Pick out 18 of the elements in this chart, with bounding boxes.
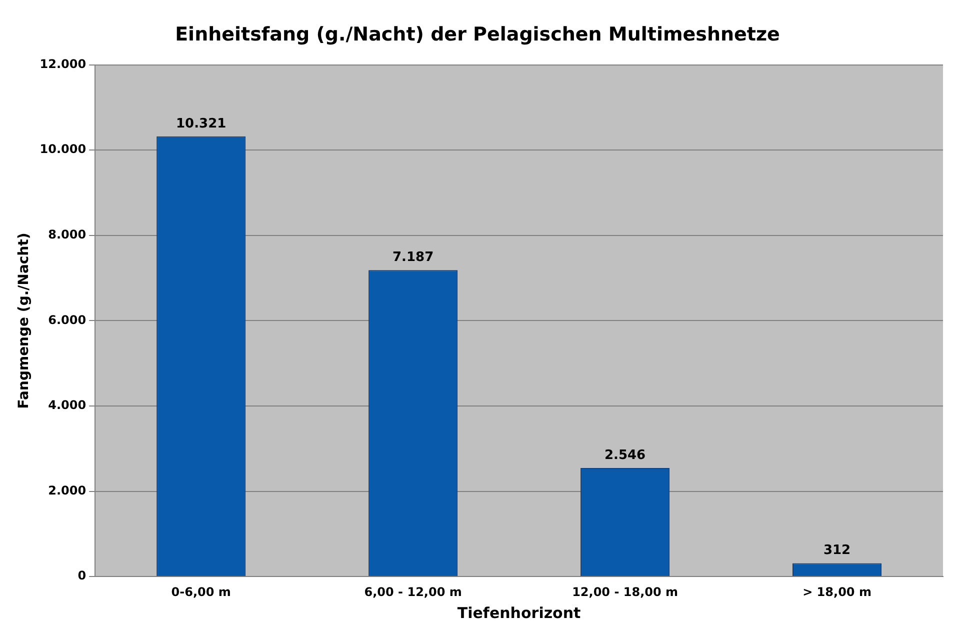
data-label: 7.187 <box>392 250 434 265</box>
y-tick-label: 2.000 <box>48 483 86 498</box>
x-axis-title: Tiefenhorizont <box>457 604 581 622</box>
y-tick-label: 0 <box>78 568 86 583</box>
x-tick-label: 12,00 - 18,00 m <box>572 584 678 599</box>
y-tick-label: 8.000 <box>48 228 86 242</box>
data-label: 2.546 <box>604 448 646 463</box>
y-tick-label: 12.000 <box>40 56 86 71</box>
data-label: 10.321 <box>176 116 226 132</box>
y-tick-label: 10.000 <box>40 142 86 156</box>
y-tick-label: 6.000 <box>48 312 86 327</box>
x-tick-label: 6,00 - 12,00 m <box>364 584 462 599</box>
y-tick-label: 4.000 <box>48 398 86 412</box>
x-tick-label: 0-6,00 m <box>171 584 231 599</box>
x-tick-label: > 18,00 m <box>802 584 872 599</box>
data-label: 312 <box>823 543 851 558</box>
chart-title: Einheitsfang (g./Nacht) der Pelagischen Multimeshnetze <box>175 23 780 46</box>
y-axis-title: Fangmenge (g./Nacht) <box>16 232 32 409</box>
